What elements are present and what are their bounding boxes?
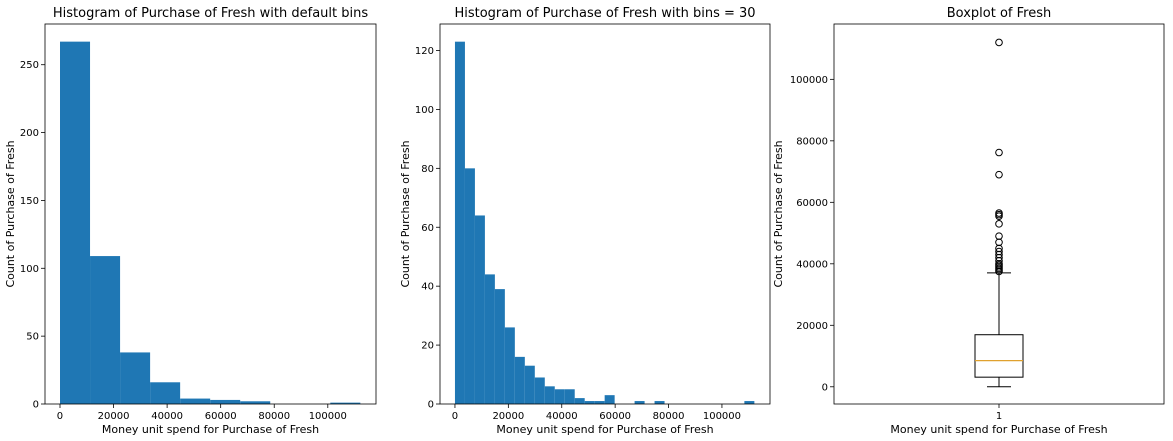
histogram-bar	[474, 215, 485, 404]
histogram-bar	[330, 402, 361, 404]
x-tick-label: 0	[57, 411, 63, 422]
chart-title: Histogram of Purchase of Fresh with bins…	[454, 6, 755, 21]
y-tick-label: 20	[421, 341, 434, 352]
outlier-point	[995, 209, 1003, 217]
histogram-bar	[120, 352, 151, 404]
histogram-bar	[494, 289, 505, 404]
y-tick-label: 40000	[796, 259, 828, 270]
outlier-point	[995, 247, 1003, 256]
histogram-bar	[564, 389, 575, 404]
x-tick-label: 60000	[205, 411, 237, 422]
x-tick-label: 20000	[492, 411, 524, 422]
histogram-bars	[454, 41, 755, 405]
histogram-bar	[634, 401, 645, 404]
histogram-30-bins-panel: Histogram of Purchase of Fresh with bins…	[399, 6, 771, 436]
x-tick-label: 80000	[258, 411, 290, 422]
y-tick-label: 80	[421, 164, 434, 175]
x-tick-label: 60000	[599, 411, 631, 422]
y-tick-label: 150	[20, 196, 39, 207]
histogram-bar	[464, 168, 475, 404]
outlier-point	[995, 220, 1003, 228]
boxplot-marks	[974, 38, 1024, 388]
y-axis-label: Count of Purchase of Fresh	[772, 140, 785, 287]
y-tick-label: 60	[421, 223, 434, 234]
boxplot-panel: Boxplot of Fresh 1 0 20000 40000 60000 80000…	[772, 6, 1165, 436]
histogram-bar	[60, 41, 91, 405]
x-tick-label: 20000	[98, 411, 130, 422]
y-tick-label: 40	[421, 282, 434, 293]
outlier-point	[995, 148, 1003, 157]
x-axis-ticks: 0 20000 40000 60000 80000 100000	[57, 404, 347, 422]
plot-frame	[833, 23, 1165, 405]
y-axis-ticks: 0 50 100 150 200 250	[20, 60, 45, 411]
outlier-point	[995, 238, 1003, 247]
histogram-bar	[180, 398, 211, 404]
y-tick-label: 80000	[796, 136, 828, 147]
histogram-bar	[210, 399, 241, 404]
outlier-point	[995, 232, 1003, 240]
x-axis-label: Money unit spend for Purchase of Fresh	[102, 423, 319, 436]
y-axis-ticks: 0 20 40 60 80 100 120	[415, 46, 440, 411]
outlier-point	[995, 170, 1003, 179]
x-axis-label: Money unit spend for Purchase of Fresh	[496, 423, 713, 436]
histogram-bar	[654, 401, 665, 404]
histogram-default-bins-panel: Histogram of Purchase of Fresh with defa…	[4, 6, 377, 436]
y-tick-label: 50	[26, 332, 39, 343]
y-tick-label: 60000	[796, 198, 828, 209]
y-axis-label: Count of Purchase of Fresh	[4, 140, 17, 287]
y-tick-label: 0	[33, 400, 39, 411]
plot-frame	[439, 23, 771, 405]
interquartile-box	[974, 334, 1024, 378]
histogram-bar	[584, 401, 595, 404]
histogram-bar	[240, 401, 271, 404]
outlier-point	[995, 210, 1003, 219]
histogram-bar	[534, 377, 545, 404]
histogram-bar	[524, 365, 535, 404]
chart-title: Boxplot of Fresh	[947, 6, 1051, 21]
outlier-point	[995, 38, 1003, 47]
y-tick-label: 100	[415, 105, 434, 116]
y-tick-label: 100	[20, 264, 39, 275]
y-tick-label: 120	[415, 46, 434, 57]
x-axis-ticks: 1	[996, 404, 1002, 422]
chart-title: Histogram of Purchase of Fresh with defa…	[53, 6, 368, 21]
x-tick-label: 1	[996, 411, 1002, 422]
y-axis-label: Count of Purchase of Fresh	[399, 140, 412, 287]
x-axis-label: Money unit spend for Purchase of Fresh	[890, 423, 1107, 436]
histogram-bar	[514, 356, 525, 404]
histogram-bar	[594, 401, 605, 404]
y-tick-label: 0	[428, 400, 434, 411]
x-tick-label: 40000	[546, 411, 578, 422]
y-tick-label: 200	[20, 128, 39, 139]
y-axis-ticks: 0 20000 40000 60000 80000 100000	[790, 75, 834, 393]
histogram-bar	[544, 386, 555, 404]
x-tick-label: 40000	[151, 411, 183, 422]
histogram-bar	[150, 382, 181, 404]
histogram-bar	[484, 274, 495, 404]
y-tick-label: 0	[822, 382, 828, 393]
histogram-bar	[744, 401, 755, 404]
x-tick-label: 0	[452, 411, 458, 422]
x-tick-label: 100000	[309, 411, 347, 422]
y-tick-label: 100000	[790, 75, 828, 86]
histogram-bar	[504, 327, 515, 404]
histogram-bar	[574, 398, 585, 404]
x-tick-label: 80000	[653, 411, 685, 422]
histogram-bars	[60, 41, 361, 405]
plot-frame	[44, 23, 377, 405]
x-tick-label: 100000	[703, 411, 741, 422]
histogram-bar	[454, 41, 465, 405]
histogram-bar	[604, 395, 615, 404]
y-tick-label: 250	[20, 60, 39, 71]
y-tick-label: 20000	[796, 321, 828, 332]
histogram-bar	[90, 256, 121, 404]
histogram-bar	[554, 389, 565, 404]
x-axis-ticks: 0 20000 40000 60000 80000 100000	[452, 404, 741, 422]
